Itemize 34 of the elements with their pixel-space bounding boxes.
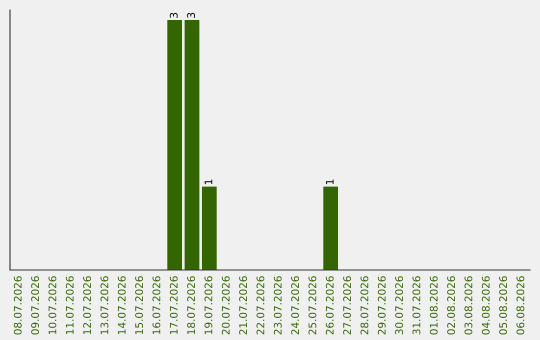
x-tick-label: 02.08.2026 bbox=[447, 276, 456, 335]
data-label: 1 bbox=[326, 180, 334, 184]
x-tick-label: 01.08.2026 bbox=[430, 276, 438, 335]
x-tick-label: 06.08.2026 bbox=[516, 276, 524, 335]
x-tick-label: 23.07.2026 bbox=[274, 276, 282, 334]
x-tick-label: 11.07.2026 bbox=[66, 276, 74, 334]
data-label: 3 bbox=[187, 12, 196, 18]
x-tick-label: 08.07.2026 bbox=[14, 276, 22, 335]
x-tick-label: 26.07.2026 bbox=[326, 276, 334, 334]
x-tick-label: 13.07.2026 bbox=[100, 276, 108, 334]
x-tick-label: 25.07.2026 bbox=[308, 276, 316, 334]
x-tick-label: 22.07.2026 bbox=[256, 276, 264, 334]
x-tick-label: 04.08.2026 bbox=[482, 276, 490, 335]
x-tick-label: 16.07.2026 bbox=[152, 276, 160, 334]
data-label: 1 bbox=[204, 180, 212, 184]
x-tick-label: 12.07.2026 bbox=[83, 276, 92, 334]
x-tick-label: 20.07.2026 bbox=[222, 276, 230, 334]
data-label: 3 bbox=[170, 12, 178, 18]
x-tick-label: 29.07.2026 bbox=[378, 276, 386, 334]
x-tick-label: 14.07.2026 bbox=[118, 276, 126, 334]
x-tick-label: 27.07.2026 bbox=[343, 276, 352, 334]
x-tick-label: 28.07.2026 bbox=[360, 276, 368, 334]
x-tick-label: 24.07.2026 bbox=[291, 276, 300, 334]
x-tick-label: 15.07.2026 bbox=[135, 276, 144, 334]
x-tick-label: 10.07.2026 bbox=[48, 276, 56, 334]
x-tick-label: 30.07.2026 bbox=[395, 276, 404, 334]
x-tick-label: 19.07.2026 bbox=[204, 276, 212, 334]
x-tick-label: 31.07.2026 bbox=[412, 276, 420, 334]
x-tick-label: 17.07.2026 bbox=[170, 276, 178, 334]
x-tick-label: 09.07.2026 bbox=[31, 276, 40, 335]
x-tick-label: 18.07.2026 bbox=[187, 276, 196, 334]
x-tick-label: 05.08.2026 bbox=[499, 276, 508, 335]
x-tick-label: 03.08.2026 bbox=[464, 276, 472, 335]
x-tick-label: 21.07.2026 bbox=[239, 276, 248, 334]
